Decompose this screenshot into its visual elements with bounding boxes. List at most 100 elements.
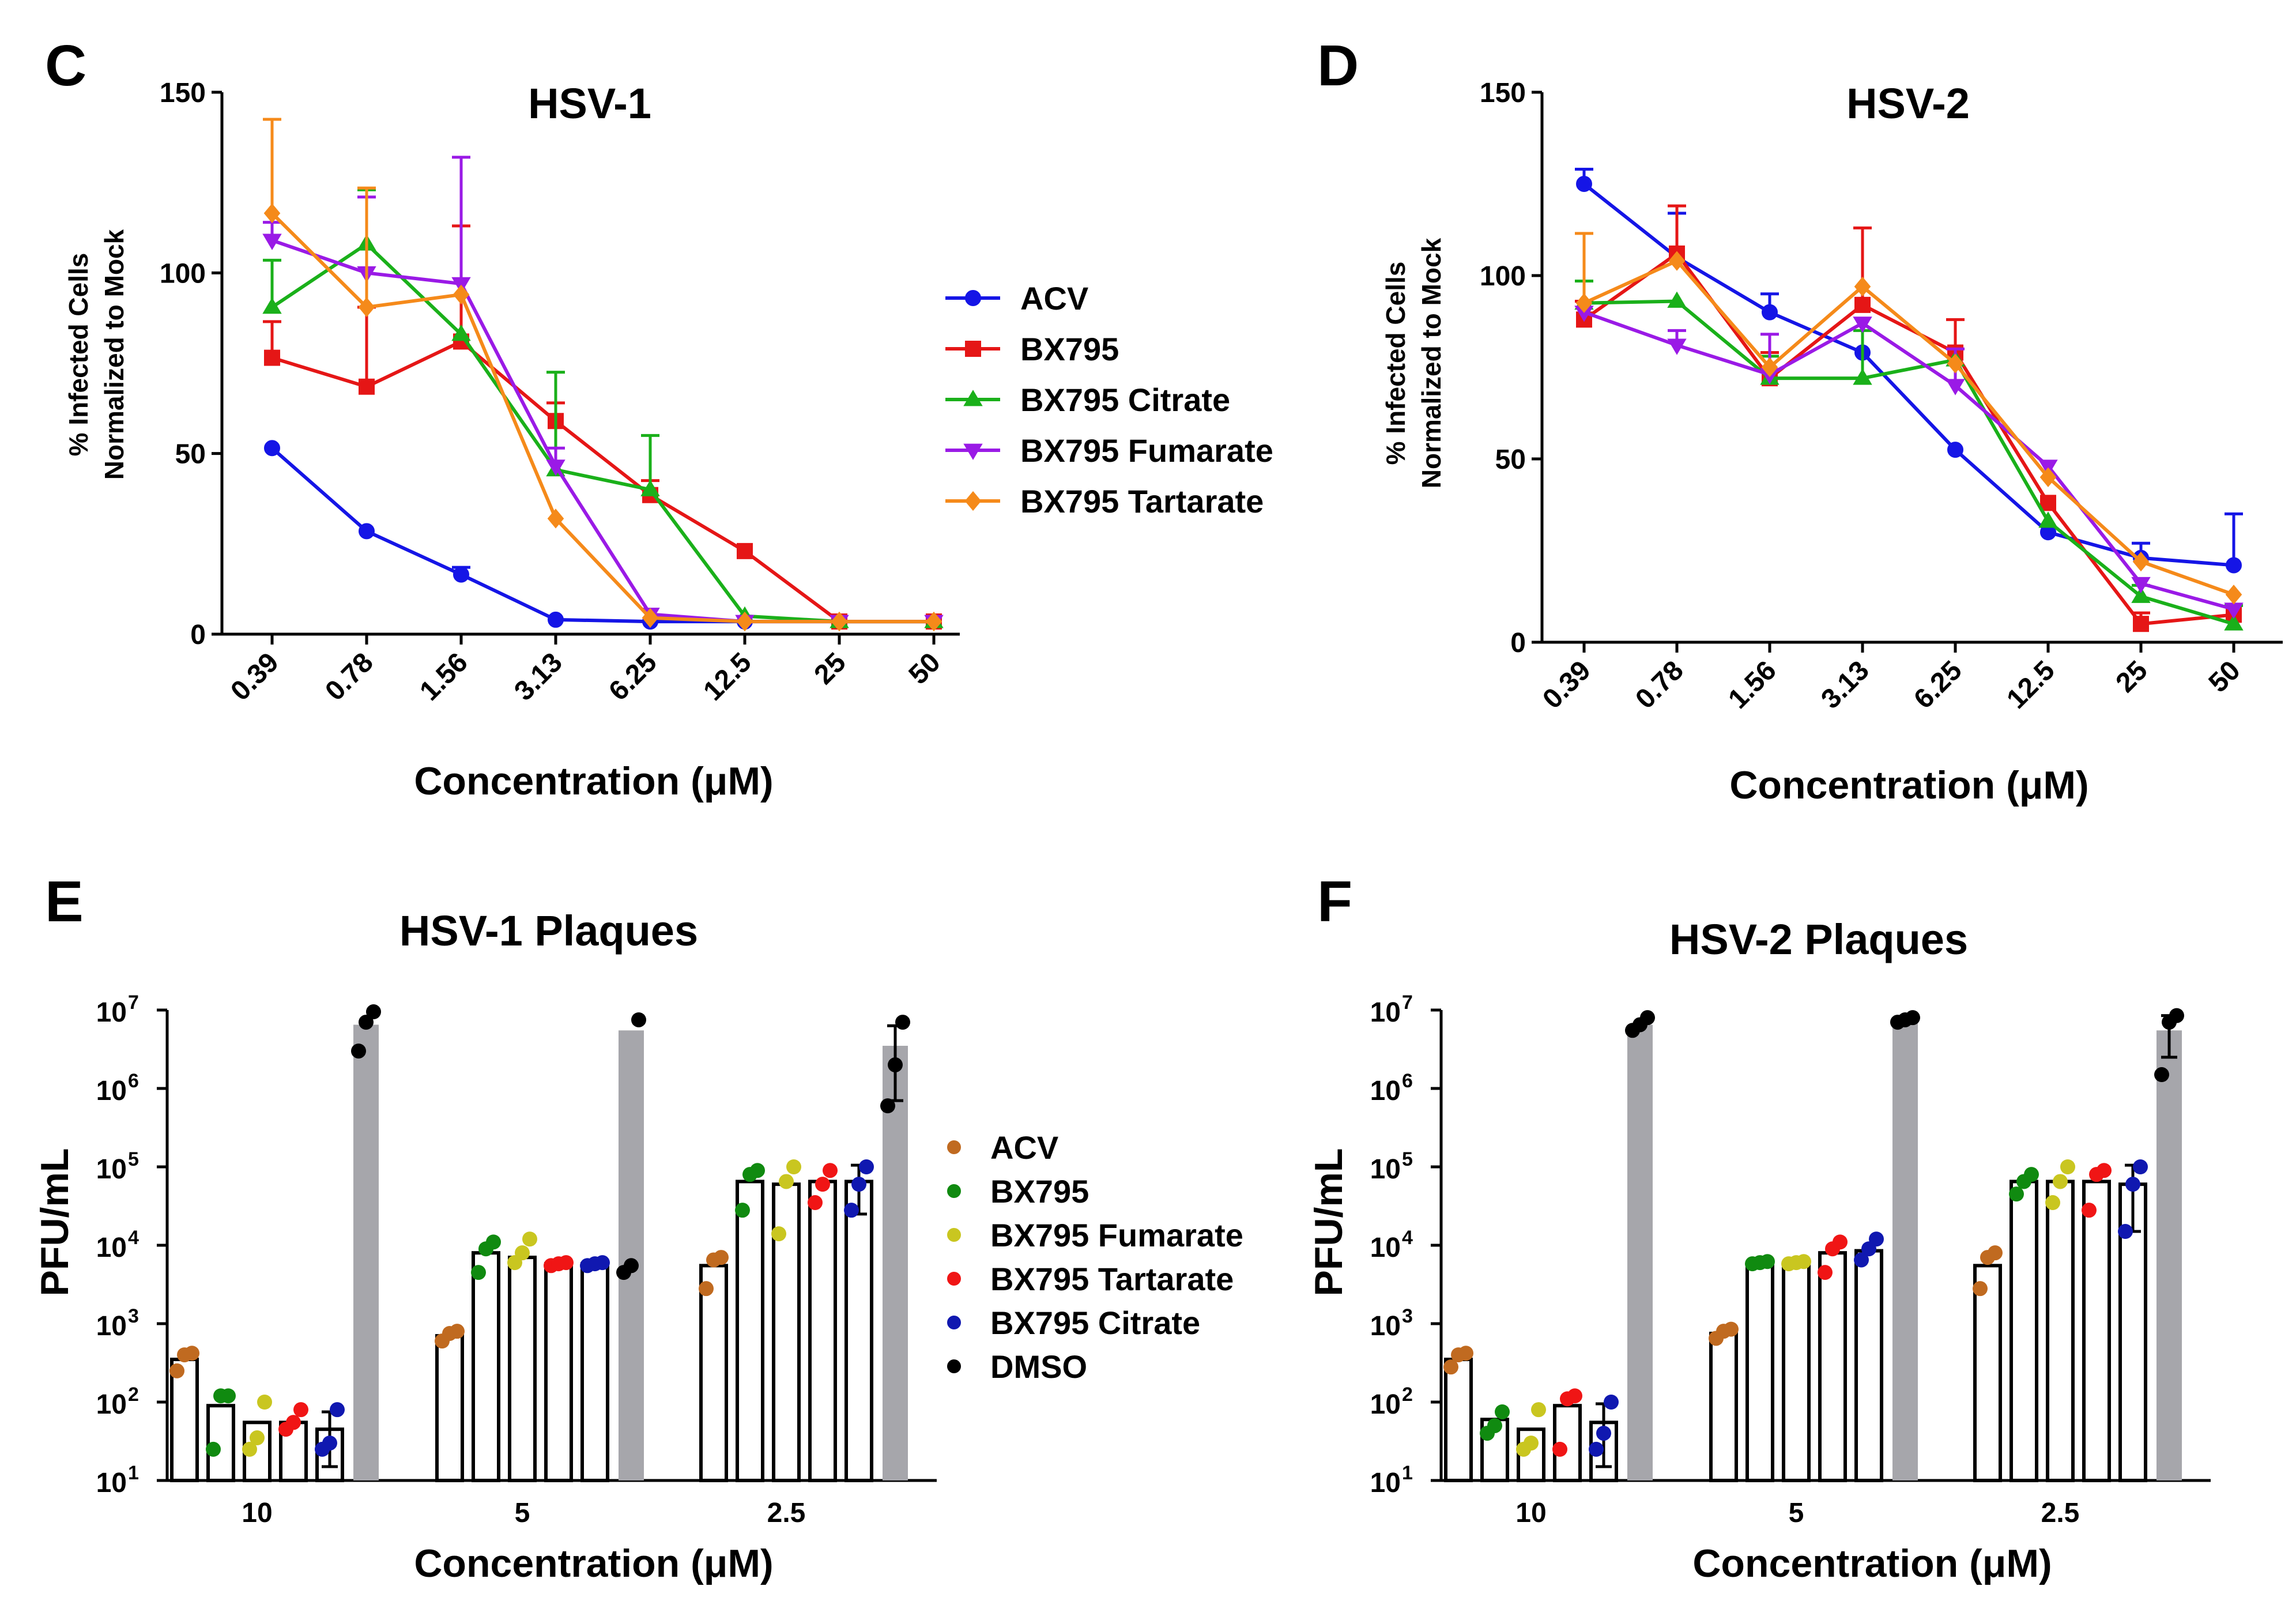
replicate-dot — [1854, 1252, 1869, 1268]
replicate-dot — [169, 1363, 184, 1378]
panel-f: F HSV-2 Plaques Concentration (μM) PFU/m… — [1307, 869, 2211, 1585]
series-bx795-tartarate — [263, 118, 942, 632]
legend-label: BX795 Fumarate — [1020, 432, 1273, 469]
data-point — [263, 203, 281, 224]
data-point — [1761, 357, 1778, 378]
replicate-dot — [624, 1258, 639, 1274]
x-tick-label: 50 — [903, 647, 947, 690]
legend-dot — [947, 1316, 961, 1329]
x-tick-label: 6.25 — [1908, 655, 1968, 715]
y-axis-title-line-1: % Infected Cells — [63, 253, 93, 457]
data-point — [925, 611, 942, 632]
chart-title: HSV-1 Plaques — [399, 907, 698, 955]
bar-dmso — [2156, 1030, 2182, 1480]
data-point — [2225, 585, 2242, 605]
bar-group-10 — [169, 1004, 381, 1483]
bar-group-2.5 — [699, 1015, 910, 1483]
bar-bx795-tartarate — [544, 1262, 573, 1483]
y-tick-label: 10 — [96, 997, 127, 1028]
x-tick-label: 50 — [2203, 655, 2246, 698]
y-tick-label: 100 — [160, 258, 206, 289]
y-axis-title-line-1: % Infected Cells — [1381, 262, 1411, 465]
data-point — [1853, 317, 1872, 333]
replicate-dot — [2009, 1186, 2024, 1202]
x-axis-title: Concentration (μM) — [414, 1542, 773, 1585]
bar-bx795-fumarate — [2046, 1180, 2075, 1483]
y-tick-label: 10 — [1370, 1154, 1401, 1185]
x-tick-label: 12.5 — [698, 647, 757, 707]
bar-group-10 — [1443, 1010, 1655, 1483]
y-tick-label: 10 — [1370, 1468, 1401, 1498]
legend-item-bx795-tartarate: BX795 Tartarate — [945, 483, 1264, 519]
y-tick-exponent: 1 — [1402, 1462, 1413, 1484]
data-point — [2226, 557, 2242, 574]
legend-item-bx795-fumarate: BX795 Fumarate — [947, 1217, 1243, 1253]
y-tick-exponent: 6 — [128, 1070, 139, 1092]
data-point — [2132, 551, 2150, 572]
x-tick-label: 10 — [242, 1498, 272, 1528]
y-tick-label: 10 — [1370, 1311, 1401, 1342]
data-point — [1946, 379, 1965, 395]
bar-bx795-citrate — [1854, 1249, 1883, 1483]
x-tick-label: 5 — [515, 1498, 530, 1528]
legend-marker — [963, 390, 983, 406]
replicate-dot — [1796, 1254, 1811, 1269]
bar-group-5 — [435, 1012, 646, 1483]
data-point — [358, 297, 375, 318]
legend-label: BX795 Citrate — [1020, 382, 1230, 418]
replicate-dot — [2169, 1008, 2184, 1023]
legend-dot — [947, 1184, 961, 1198]
replicate-dot — [184, 1346, 199, 1361]
data-point — [1947, 442, 1963, 458]
panel-letter-c: C — [45, 33, 86, 98]
data-point — [2040, 495, 2056, 511]
data-point — [264, 349, 280, 366]
bar-group-5 — [1709, 1010, 1920, 1483]
data-point — [831, 611, 848, 632]
x-tick-label: 6.25 — [603, 647, 663, 707]
bar-bx795-fumarate — [1782, 1261, 1811, 1482]
replicate-dot — [1567, 1388, 1582, 1404]
panel-letter-d: D — [1317, 33, 1359, 98]
data-point — [1668, 251, 1686, 271]
legend-label: ACV — [990, 1129, 1058, 1166]
replicate-dot — [250, 1430, 265, 1446]
data-point — [640, 480, 660, 496]
replicate-dot — [1760, 1254, 1775, 1269]
replicate-dot — [322, 1436, 337, 1451]
legend-item-acv: ACV — [947, 1129, 1058, 1166]
legend-item-bx795-fumarate: BX795 Fumarate — [945, 432, 1273, 469]
replicate-dot — [1443, 1359, 1458, 1375]
replicate-dot — [1458, 1346, 1473, 1361]
y-axis-title: PFU/mL — [33, 1148, 77, 1297]
data-point — [2133, 616, 2149, 632]
data-point — [1667, 338, 1687, 355]
y-tick-exponent: 5 — [1402, 1148, 1413, 1170]
replicate-dot — [1589, 1441, 1604, 1457]
series-line — [271, 242, 934, 624]
data-point — [1576, 176, 1592, 192]
replicate-dot — [859, 1159, 874, 1174]
replicate-dot — [2097, 1163, 2112, 1178]
series-line — [270, 212, 934, 624]
legend-label: BX795 — [1020, 331, 1119, 367]
replicate-dot — [330, 1402, 345, 1418]
y-tick-exponent: 1 — [128, 1462, 139, 1484]
y-tick-label: 10 — [1370, 1076, 1401, 1106]
replicate-dot — [823, 1163, 838, 1178]
replicate-dot — [750, 1163, 765, 1178]
bar-acv — [435, 1334, 464, 1482]
bar-plot-hsv1-plaques: 10 110 210 310 410 510 610 710 5 2.5 — [96, 992, 937, 1528]
legend-marker — [964, 491, 982, 511]
data-point — [546, 459, 565, 476]
data-point — [2039, 467, 2057, 487]
y-tick-exponent: 2 — [1402, 1384, 1413, 1406]
replicate-dot — [1833, 1234, 1848, 1250]
legend-marker — [963, 443, 983, 460]
legend-item-dmso: DMSO — [947, 1348, 1087, 1385]
replicate-dot — [735, 1203, 750, 1218]
series-bx795-fumarate — [1574, 306, 2244, 619]
data-point — [359, 378, 375, 395]
legend-line-series: ACV BX795 BX795 Citrate BX795 Fumarate BX795… — [945, 280, 1273, 519]
